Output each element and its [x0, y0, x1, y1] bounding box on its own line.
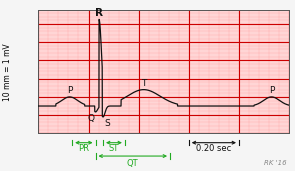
- Text: S: S: [104, 119, 110, 128]
- Text: PR: PR: [78, 144, 89, 153]
- Text: 10 mm = 1 mV: 10 mm = 1 mV: [3, 43, 12, 101]
- Text: RK '16: RK '16: [263, 160, 286, 166]
- Text: P: P: [67, 86, 72, 95]
- Text: 0.20 sec: 0.20 sec: [196, 144, 232, 153]
- Text: R: R: [95, 8, 103, 18]
- Text: T: T: [141, 79, 146, 88]
- Text: Q: Q: [87, 114, 94, 123]
- Text: QT: QT: [127, 159, 139, 168]
- Text: P: P: [269, 86, 274, 95]
- Text: ST: ST: [109, 144, 119, 153]
